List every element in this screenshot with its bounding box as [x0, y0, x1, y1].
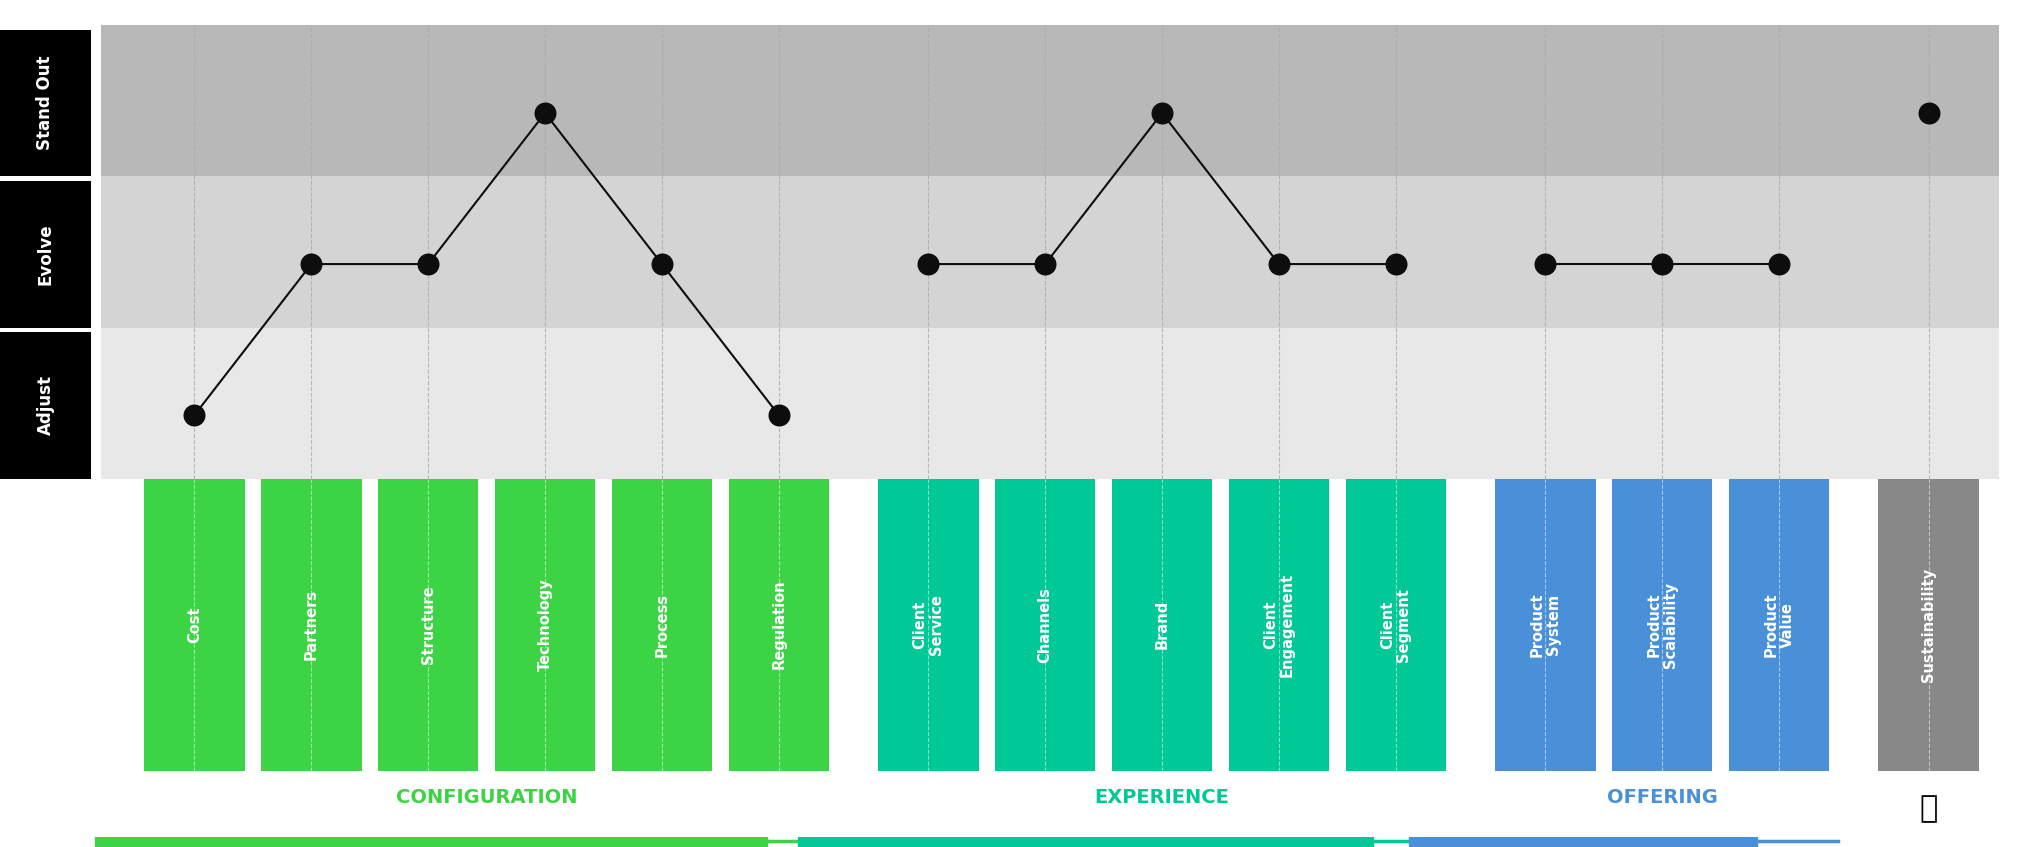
Point [1763, 257, 1795, 271]
FancyBboxPatch shape [838, 479, 870, 771]
FancyBboxPatch shape [143, 479, 244, 771]
FancyBboxPatch shape [995, 479, 1096, 771]
Point [1912, 106, 1944, 119]
Bar [1409, 838, 1757, 846]
Text: Technology: Technology [537, 579, 553, 671]
Text: Partners: Partners [303, 590, 319, 660]
Bar [798, 838, 1373, 846]
Point [1262, 257, 1294, 271]
FancyBboxPatch shape [101, 25, 1999, 176]
FancyBboxPatch shape [1112, 479, 1211, 771]
Text: Channels: Channels [1038, 587, 1052, 662]
Text: Regulation: Regulation [771, 580, 785, 669]
Point [529, 106, 561, 119]
FancyBboxPatch shape [878, 479, 979, 771]
FancyBboxPatch shape [1878, 479, 1979, 771]
Text: Evolve: Evolve [36, 224, 55, 285]
FancyBboxPatch shape [378, 479, 479, 771]
Text: Stand Out: Stand Out [36, 56, 55, 151]
Point [1147, 106, 1179, 119]
Text: 🌿: 🌿 [1920, 794, 1938, 823]
FancyBboxPatch shape [495, 479, 596, 771]
Text: EXPERIENCE: EXPERIENCE [1094, 788, 1230, 807]
Point [412, 257, 444, 271]
Text: OFFERING: OFFERING [1607, 788, 1718, 807]
Text: Brand: Brand [1155, 600, 1169, 650]
Text: Adjust: Adjust [36, 375, 55, 435]
FancyBboxPatch shape [0, 30, 91, 176]
Point [913, 257, 945, 271]
Point [295, 257, 327, 271]
FancyBboxPatch shape [1454, 479, 1486, 771]
FancyBboxPatch shape [1728, 479, 1829, 771]
Point [178, 408, 210, 422]
FancyBboxPatch shape [101, 328, 1999, 479]
Point [763, 408, 795, 422]
FancyBboxPatch shape [0, 181, 91, 328]
Text: Product
Value: Product Value [1763, 592, 1795, 657]
FancyBboxPatch shape [260, 479, 361, 771]
Point [646, 257, 678, 271]
Bar [95, 838, 767, 846]
Text: Client
Segment: Client Segment [1381, 588, 1411, 662]
Point [1030, 257, 1062, 271]
Text: CONFIGURATION: CONFIGURATION [396, 788, 577, 807]
FancyBboxPatch shape [101, 176, 1999, 328]
FancyBboxPatch shape [729, 479, 830, 771]
Text: Process: Process [654, 593, 670, 656]
Point [1645, 257, 1678, 271]
FancyBboxPatch shape [1230, 479, 1329, 771]
Text: Cost: Cost [188, 606, 202, 643]
Point [1379, 257, 1411, 271]
Text: Sustainability: Sustainability [1922, 567, 1936, 682]
FancyBboxPatch shape [1611, 479, 1712, 771]
Text: Product
Scalability: Product Scalability [1648, 582, 1678, 667]
FancyBboxPatch shape [1496, 479, 1595, 771]
Point [1528, 257, 1561, 271]
Text: Client
Service: Client Service [913, 595, 945, 655]
Text: Product
System: Product System [1530, 592, 1561, 657]
FancyBboxPatch shape [0, 332, 91, 479]
FancyBboxPatch shape [1837, 479, 1870, 771]
Text: Client
Engagement: Client Engagement [1264, 573, 1294, 677]
FancyBboxPatch shape [1345, 479, 1446, 771]
Text: Structure: Structure [420, 585, 436, 664]
FancyBboxPatch shape [612, 479, 713, 771]
